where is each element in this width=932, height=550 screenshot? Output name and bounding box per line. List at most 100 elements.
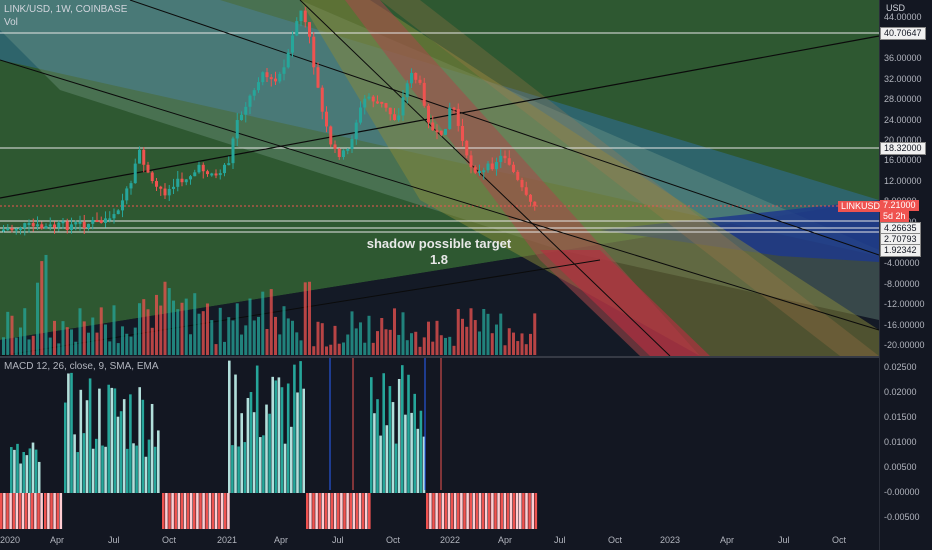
candle — [218, 173, 222, 176]
candle — [465, 140, 469, 156]
candle — [316, 67, 320, 88]
macd-bar — [394, 443, 398, 493]
macd-bar — [349, 493, 352, 529]
candle — [376, 101, 379, 104]
candle — [91, 220, 95, 224]
level-tag[interactable]: 40.70647 — [880, 27, 926, 40]
volume-bar — [363, 342, 367, 355]
macd-bar — [447, 493, 451, 529]
current-price-tag[interactable]: 7.21000 — [880, 200, 919, 211]
macd-bar — [466, 493, 469, 529]
pane-separator[interactable] — [0, 356, 879, 358]
macd-bar — [283, 443, 287, 493]
candle — [53, 224, 56, 228]
macd-bar — [407, 374, 410, 493]
volume-bar — [393, 308, 396, 355]
macd-bar — [419, 410, 423, 493]
macd-bar — [53, 493, 56, 529]
macd-bar — [129, 394, 132, 493]
candle — [61, 221, 65, 224]
macd-bar — [126, 448, 129, 493]
level-tag[interactable]: 18.32000 — [880, 142, 926, 155]
symbol-tag[interactable]: LINKUSD — [838, 201, 884, 212]
time-tick: Apr — [498, 535, 513, 545]
volume-bar — [507, 328, 511, 355]
volume-bar — [486, 313, 490, 355]
candle — [295, 21, 299, 36]
time-tick: Oct — [608, 535, 623, 545]
volume-bar — [87, 332, 90, 355]
candle — [486, 163, 490, 171]
candle — [363, 98, 367, 108]
macd-bar — [475, 493, 479, 529]
candle — [125, 188, 129, 201]
candle — [448, 107, 452, 129]
price-tick: -4.00000 — [884, 258, 920, 268]
volume-bar — [31, 335, 35, 355]
candle — [6, 228, 10, 231]
macd-bar — [401, 365, 404, 493]
macd-bar — [119, 411, 123, 493]
time-tick: 2022 — [440, 535, 461, 545]
volume-bar — [61, 321, 65, 355]
macd-bar — [441, 493, 445, 529]
volume-bar — [282, 306, 286, 355]
macd-bar — [500, 493, 503, 529]
macd-bar — [202, 493, 205, 529]
candle — [210, 173, 214, 176]
macd-bar — [512, 493, 516, 529]
macd-bar — [330, 493, 334, 529]
macd-bar — [488, 493, 491, 529]
volume-bar — [74, 341, 78, 355]
volume-bar — [359, 322, 362, 355]
macd-bar — [277, 377, 281, 493]
macd-bar — [327, 493, 331, 529]
chart-annotation[interactable]: shadow possible target 1.8 — [364, 236, 514, 268]
candle — [31, 222, 35, 227]
macd-bar — [196, 493, 199, 529]
level-tag[interactable]: 1.92342 — [880, 244, 921, 257]
volume-bar — [218, 307, 222, 355]
macd-bar — [144, 456, 148, 493]
volume-bar — [142, 299, 146, 355]
volume-bars — [2, 254, 537, 355]
candle — [87, 223, 90, 228]
candle — [44, 226, 48, 229]
volume-bar — [329, 344, 333, 355]
time-tick: 2021 — [217, 535, 238, 545]
macd-bar — [211, 493, 215, 529]
macd-bar — [528, 493, 531, 529]
symbol-line[interactable]: LINK/USD, 1W, COINBASE — [4, 4, 128, 15]
volume-bar — [40, 261, 44, 355]
candle — [40, 224, 44, 229]
macd-label[interactable]: MACD 12, 26, close, 9, SMA, EMA — [4, 361, 159, 372]
macd-bar — [249, 392, 253, 493]
macd-bar — [37, 461, 41, 493]
volume-bar — [444, 337, 447, 355]
candle — [393, 114, 396, 121]
volume-label[interactable]: Vol — [4, 17, 18, 28]
price-axis[interactable] — [879, 0, 932, 550]
time-tick: 2023 — [660, 535, 681, 545]
candle — [48, 224, 52, 227]
macd-bar — [296, 392, 299, 493]
candle — [99, 220, 103, 223]
macd-bar — [343, 493, 346, 529]
macd-bar — [337, 493, 340, 529]
macd-tick: 0.02000 — [884, 387, 917, 397]
candle — [452, 107, 456, 110]
candle — [104, 218, 107, 223]
macd-bar — [208, 493, 212, 529]
macd-bar — [76, 452, 79, 493]
macd-bar — [388, 386, 392, 493]
macd-bar — [34, 493, 37, 529]
candle — [23, 223, 27, 228]
macd-bar — [271, 376, 274, 493]
volume-bar — [129, 336, 133, 355]
candle — [529, 194, 532, 202]
volume-bar — [405, 340, 409, 355]
macd-bar — [463, 493, 466, 529]
macd-bar — [6, 493, 9, 529]
candle — [282, 67, 286, 74]
